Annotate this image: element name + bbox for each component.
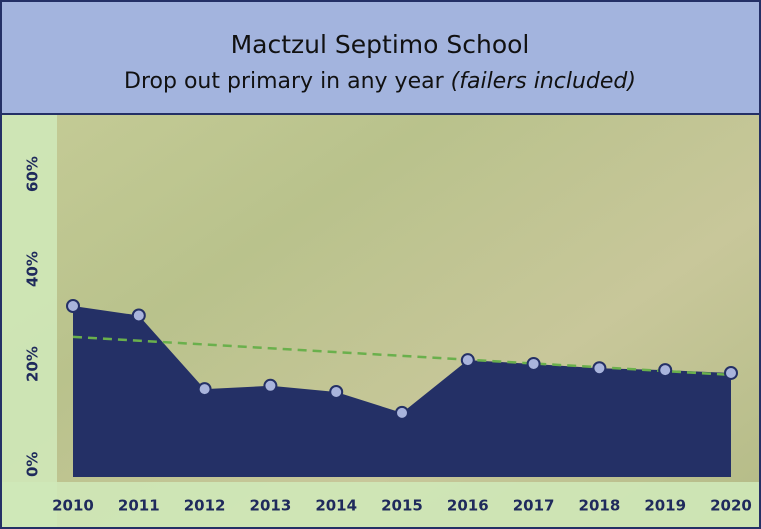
x-tick-label: 2020 [710, 497, 752, 515]
x-tick-label: 2015 [381, 497, 423, 515]
point-marker [264, 380, 276, 392]
subtitle-text: Drop out primary in any year [124, 69, 445, 94]
point-marker [133, 310, 145, 322]
chart-title: Mactzul Septimo School [231, 30, 530, 59]
x-tick-label: 2018 [579, 497, 621, 515]
y-tick-label: 40% [24, 251, 42, 287]
point-marker [659, 364, 671, 376]
point-marker [725, 367, 737, 379]
y-tick-label: 60% [24, 156, 42, 192]
x-tick-label: 2016 [447, 497, 489, 515]
point-marker [67, 300, 79, 312]
point-marker [199, 383, 211, 395]
x-tick-label: 2012 [184, 497, 226, 515]
x-tick-label: 2017 [513, 497, 555, 515]
chart-subtitle: Drop out primary in any year (failers in… [124, 69, 636, 94]
point-marker [528, 358, 540, 370]
x-tick-label: 2010 [52, 497, 94, 515]
y-tick-label: 20% [24, 346, 42, 382]
x-tick-label: 2019 [644, 497, 686, 515]
chart: Mactzul Septimo School Drop out primary … [0, 0, 761, 529]
x-tick-label: 2011 [118, 497, 160, 515]
point-marker [330, 386, 342, 398]
point-marker [396, 407, 408, 419]
subtitle-note: (failers included) [451, 69, 636, 94]
y-tick-label: 0% [24, 452, 42, 477]
x-tick-label: 2014 [315, 497, 357, 515]
point-marker [462, 354, 474, 366]
point-marker [593, 362, 605, 374]
x-tick-label: 2013 [250, 497, 292, 515]
